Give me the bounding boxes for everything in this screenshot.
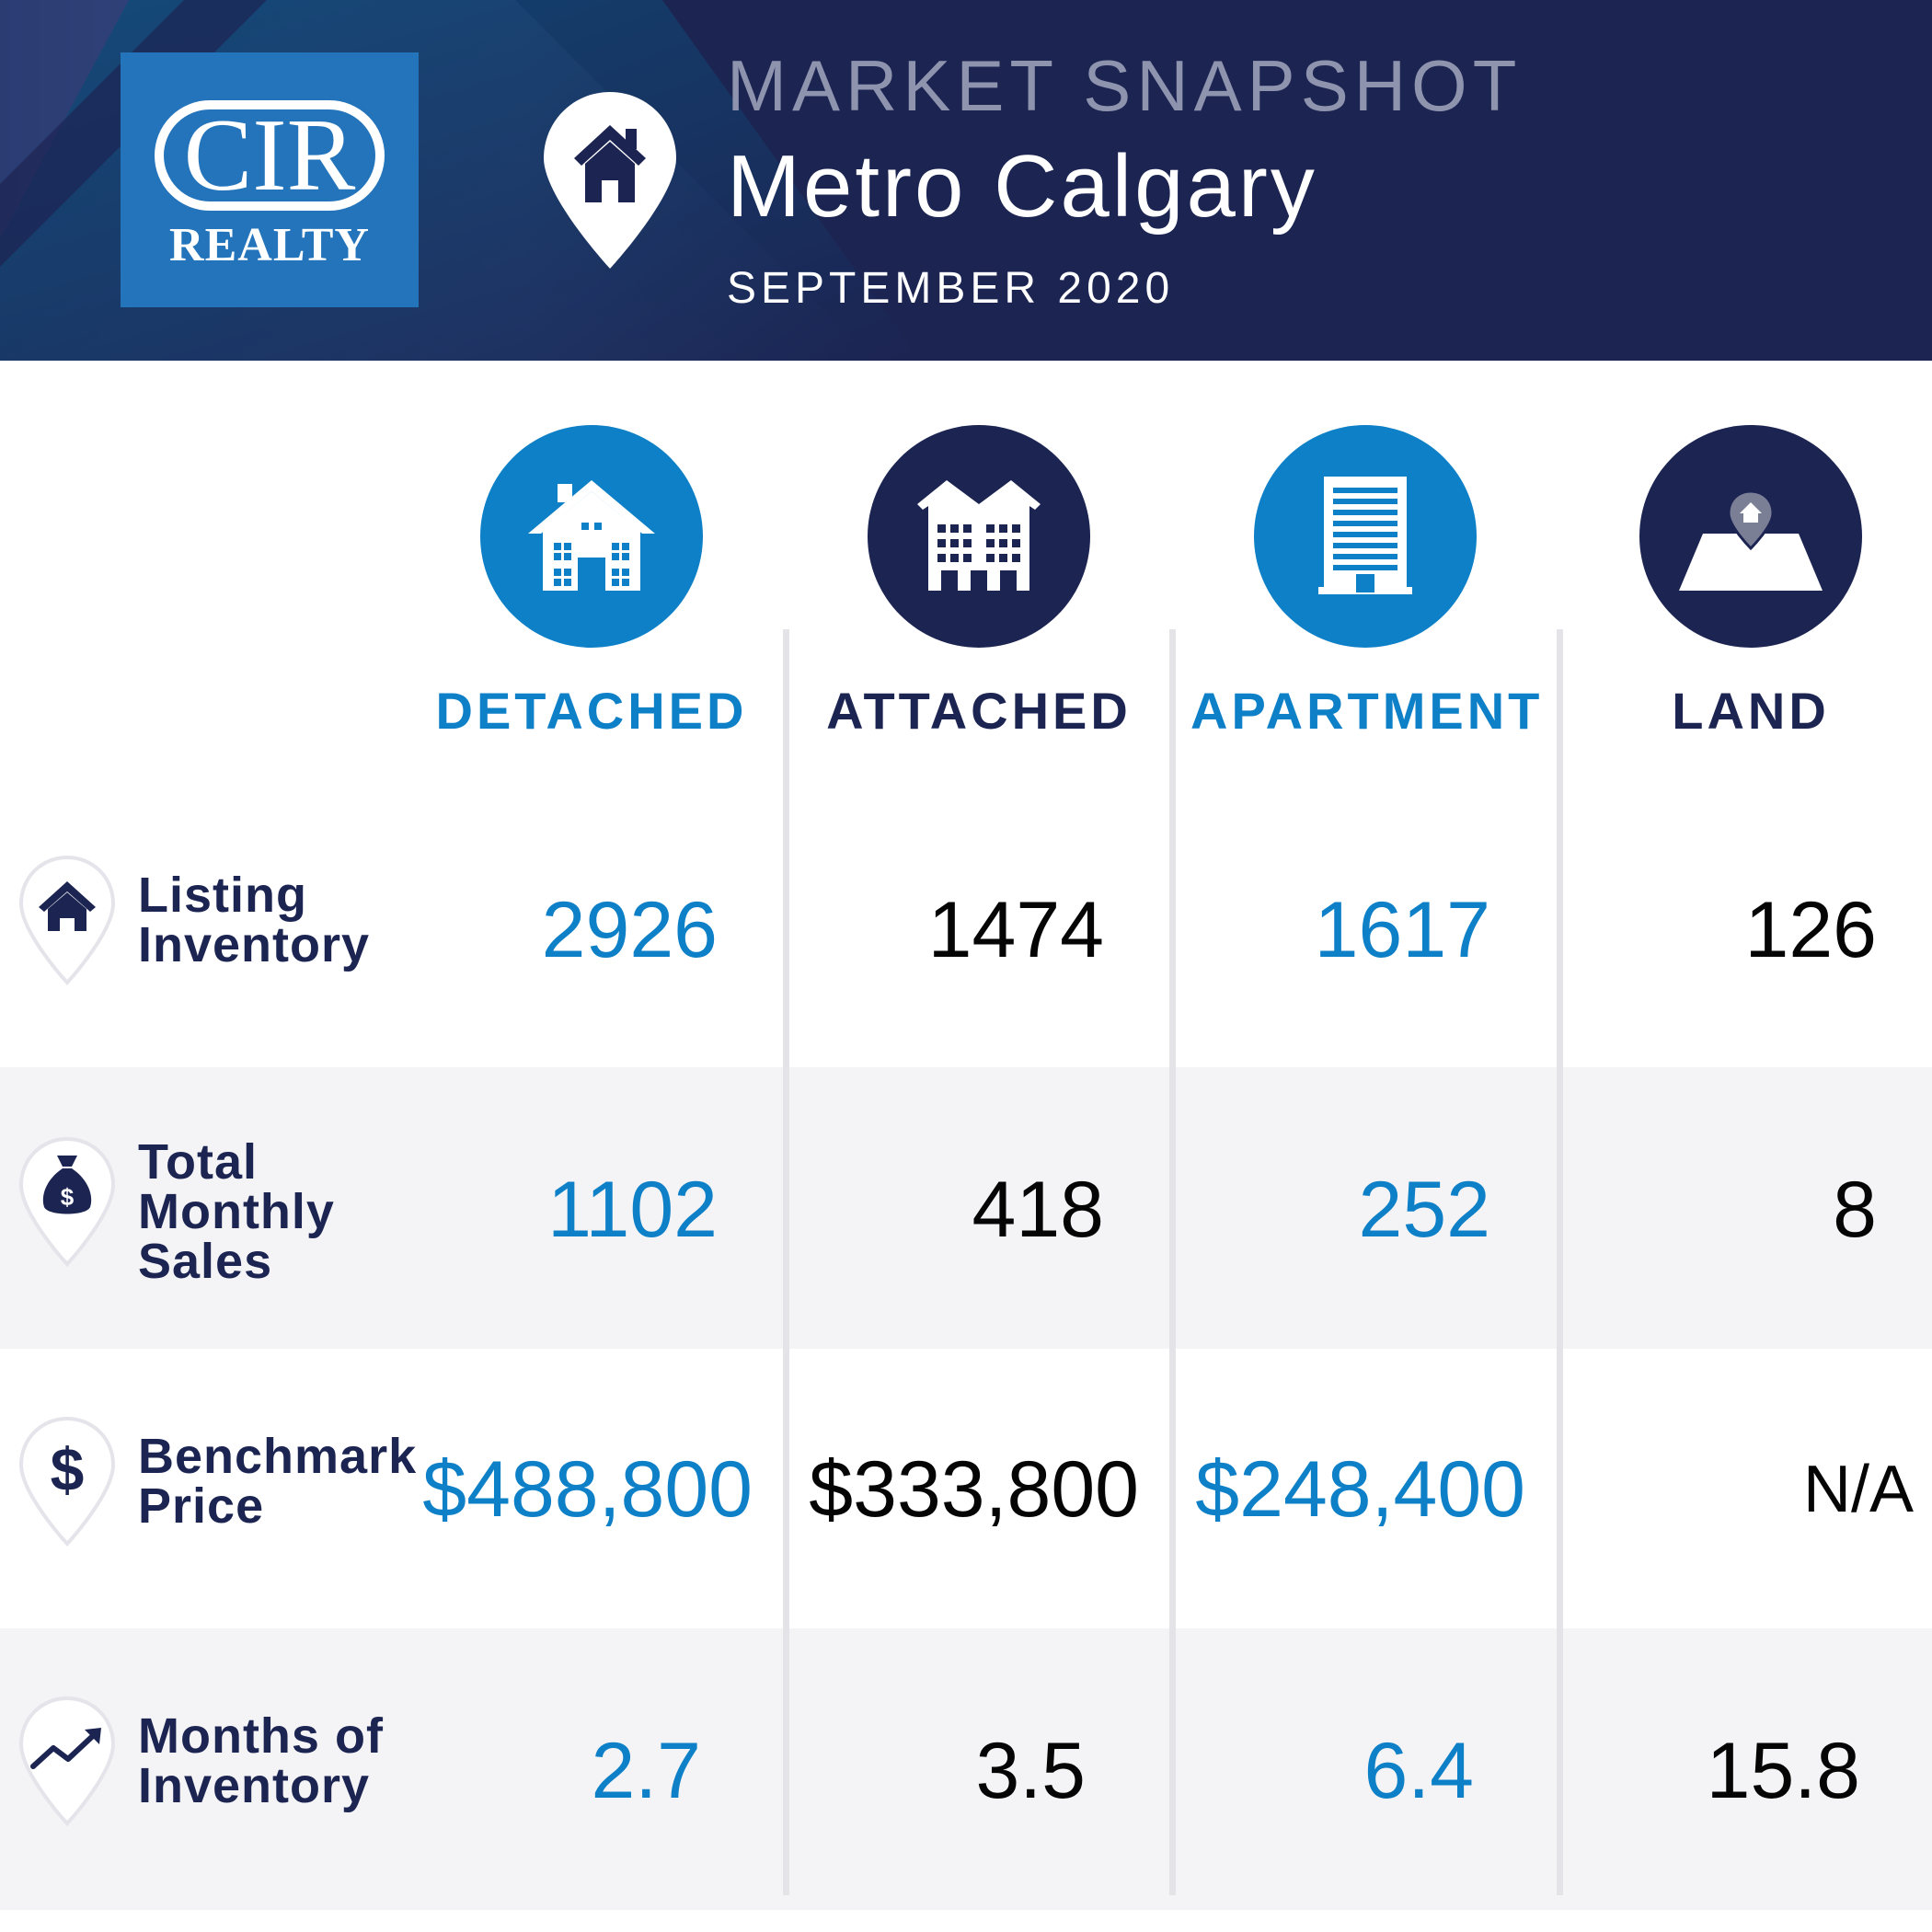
row-label-total-monthly-sales: Total Monthly Sales [138,1134,335,1289]
benchmark-price-attached: $333,800 [809,1445,1139,1534]
house-icon [18,855,116,985]
row-label-months-of-inventory: Months of Inventory [138,1708,384,1813]
cir-realty-logo: CIR REALTY [121,52,419,307]
monthly-sales-apartment: 252 [1358,1166,1491,1254]
listing-inventory-detached: 2926 [541,886,718,974]
detached-house-icon [480,425,703,648]
category-label-land: LAND [1672,682,1830,740]
category-label-apartment: APARTMENT [1190,682,1544,740]
attached-townhouse-icon [868,425,1090,648]
dollar-sign-icon: $ [18,1416,116,1547]
benchmark-price-land: N/A [1802,1453,1914,1526]
monthly-sales-attached: 418 [972,1166,1105,1254]
trend-up-icon [18,1696,116,1826]
location-house-pin-icon [544,92,676,269]
column-divider [1169,629,1176,1895]
months-inventory-attached: 3.5 [975,1727,1086,1815]
monthly-sales-detached: 1102 [547,1166,718,1254]
header-kicker: MARKET SNAPSHOT [727,45,1523,126]
category-label-detached: DETACHED [435,682,748,740]
header-banner: CIR REALTY MARKET SNAPSHOT Metro Calgary… [0,0,1932,361]
row-band-sales [0,1067,1932,1349]
row-label-benchmark-price: Benchmark Price [138,1429,418,1534]
land-plot-icon [1639,425,1862,648]
logo-main-text: CIR [154,100,385,211]
months-inventory-apartment: 6.4 [1363,1727,1474,1815]
column-divider [783,629,789,1895]
apartment-building-icon [1254,425,1477,648]
logo-sub-text: REALTY [169,219,370,271]
category-label-attached: ATTACHED [826,682,1132,740]
column-divider [1557,629,1563,1895]
listing-inventory-attached: 1474 [927,886,1104,974]
row-label-listing-inventory: Listing Inventory [138,868,371,972]
row-band-months [0,1628,1932,1910]
page-title: Metro Calgary [727,137,1317,236]
report-date: SEPTEMBER 2020 [727,264,1175,313]
svg-text:$: $ [61,1183,75,1211]
money-bag-icon: $ [18,1136,116,1267]
months-inventory-detached: 2.7 [591,1727,701,1815]
monthly-sales-land: 8 [1833,1166,1877,1254]
benchmark-price-detached: $488,800 [422,1445,753,1534]
months-inventory-land: 15.8 [1706,1727,1860,1815]
benchmark-price-apartment: $248,400 [1195,1445,1525,1534]
listing-inventory-apartment: 1617 [1314,886,1490,974]
listing-inventory-land: 126 [1744,886,1878,974]
svg-text:$: $ [51,1435,85,1503]
